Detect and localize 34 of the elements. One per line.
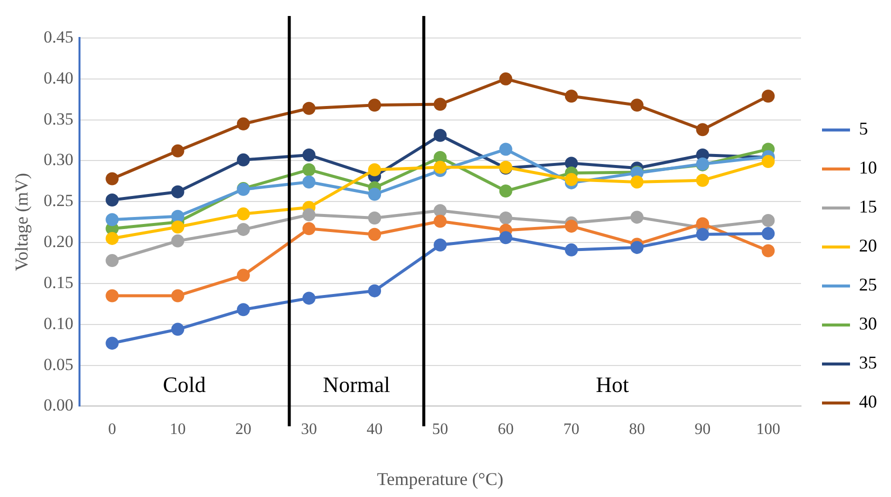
legend-label: 25 <box>859 274 877 295</box>
x-tick-label: 20 <box>235 421 252 438</box>
annotation: Cold <box>162 372 206 397</box>
x-tick-label: 60 <box>498 421 514 438</box>
x-tick-label: 70 <box>563 421 580 438</box>
x-tick-label: 50 <box>432 421 448 438</box>
x-tick-label: 40 <box>366 421 383 438</box>
y-tick-label: 0.15 <box>44 272 74 292</box>
legend-label: 10 <box>859 158 877 178</box>
y-axis-title: Voltage (mV) <box>12 173 32 272</box>
y-tick-label: 0.40 <box>44 68 74 88</box>
annotation: Hot <box>596 372 629 397</box>
y-tick-label: 0.20 <box>44 232 74 252</box>
x-tick-label: 80 <box>628 421 645 438</box>
legend-label: 5 <box>859 118 868 139</box>
annotation: Normal <box>322 372 390 397</box>
y-tick-label: 0.25 <box>44 191 74 210</box>
x-tick-label: 30 <box>300 421 317 438</box>
y-tick-label: 0.10 <box>44 314 74 333</box>
x-tick-label: 90 <box>694 421 711 438</box>
y-tick-label: 0.05 <box>44 354 74 374</box>
x-tick-label: 10 <box>170 421 186 438</box>
y-tick-label: 0.45 <box>44 27 74 46</box>
legend-label: 15 <box>859 196 877 217</box>
y-tick-label: 0.30 <box>44 150 74 170</box>
legend-label: 30 <box>859 314 877 334</box>
legend-label: 40 <box>859 392 877 412</box>
x-tick-label: 100 <box>756 421 780 438</box>
legend-label: 20 <box>859 236 877 256</box>
x-axis-title: Temperature (°C) <box>376 468 504 489</box>
y-tick-label: 0.35 <box>44 109 74 128</box>
x-tick-label: 0 <box>108 421 116 438</box>
y-tick-label: 0.00 <box>44 396 74 415</box>
legend-label: 35 <box>859 352 877 373</box>
